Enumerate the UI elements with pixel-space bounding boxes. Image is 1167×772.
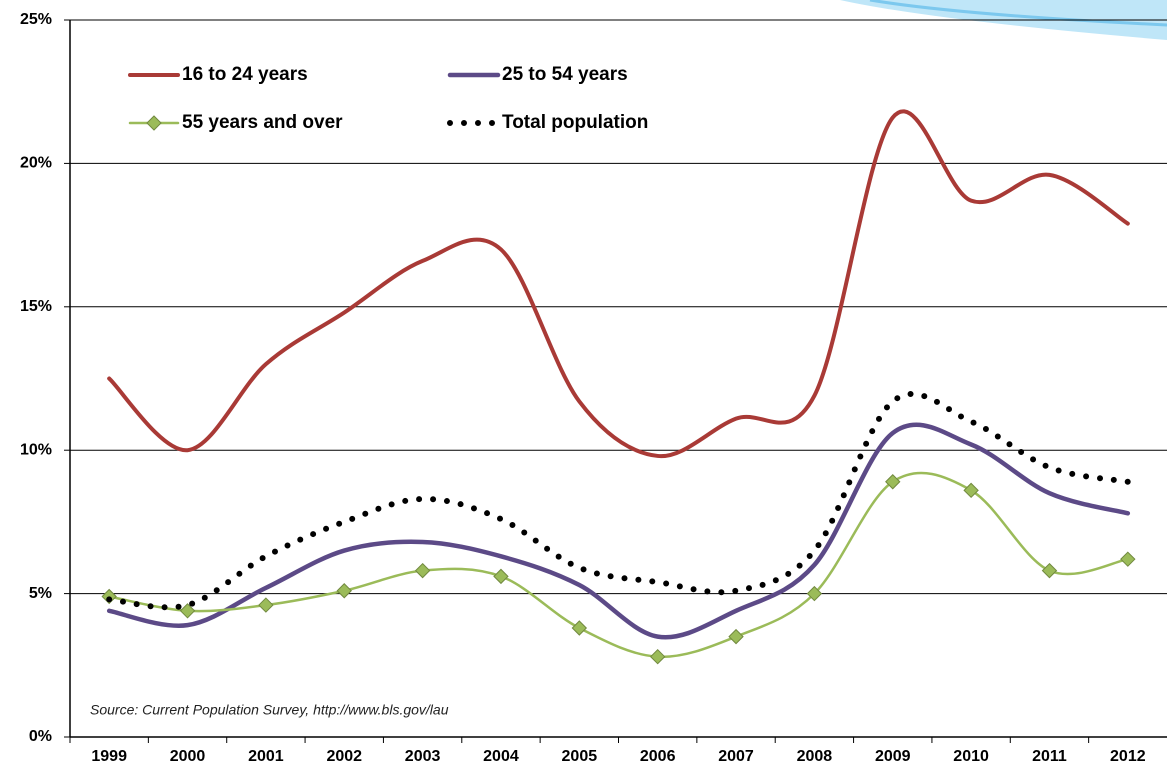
point-marker <box>1120 551 1136 567</box>
point-marker <box>885 474 901 490</box>
legend-marker <box>146 115 162 131</box>
x-tick-label: 1999 <box>91 748 127 765</box>
x-tick-label: 2010 <box>953 748 989 765</box>
point-marker <box>649 648 666 665</box>
x-tick-label: 2009 <box>875 748 911 765</box>
legend-label: 16 to 24 years <box>182 64 308 85</box>
x-tick-label: 2005 <box>562 748 598 765</box>
series-line <box>107 109 1130 458</box>
x-tick-label: 2002 <box>326 748 362 765</box>
point-marker <box>258 597 274 613</box>
x-tick-label: 2012 <box>1110 748 1146 765</box>
x-tick-label: 2006 <box>640 748 676 765</box>
x-tick-label: 2000 <box>170 748 206 765</box>
x-tick-label: 2003 <box>405 748 441 765</box>
x-tick-label: 2011 <box>1032 748 1067 765</box>
source-note: Source: Current Population Survey, http:… <box>90 702 449 718</box>
point-marker <box>336 583 352 599</box>
series-line <box>106 422 1131 640</box>
y-tick-label: 25% <box>20 11 52 28</box>
point-marker <box>1041 562 1058 579</box>
y-tick-label: 15% <box>20 298 52 315</box>
legend-label: 55 years and over <box>182 112 343 133</box>
point-marker <box>414 562 431 579</box>
y-tick-label: 0% <box>29 728 52 745</box>
series-line <box>107 471 1130 659</box>
point-marker <box>571 620 588 636</box>
point-marker <box>728 628 744 645</box>
y-tick-label: 10% <box>20 441 52 458</box>
y-tick-label: 20% <box>20 155 52 172</box>
point-marker <box>493 568 509 585</box>
point-marker <box>963 482 979 499</box>
decoration <box>869 0 1167 27</box>
point-marker <box>806 585 823 602</box>
legend-label: 25 to 54 years <box>502 64 628 85</box>
x-tick-label: 2007 <box>718 748 754 765</box>
series-line <box>106 391 1131 611</box>
x-tick-label: 2004 <box>483 748 519 765</box>
x-tick-label: 2001 <box>248 748 284 765</box>
legend-label: Total population <box>502 112 648 133</box>
x-tick-label: 2008 <box>797 748 833 765</box>
y-tick-label: 5% <box>29 585 52 602</box>
point-marker <box>179 603 196 619</box>
